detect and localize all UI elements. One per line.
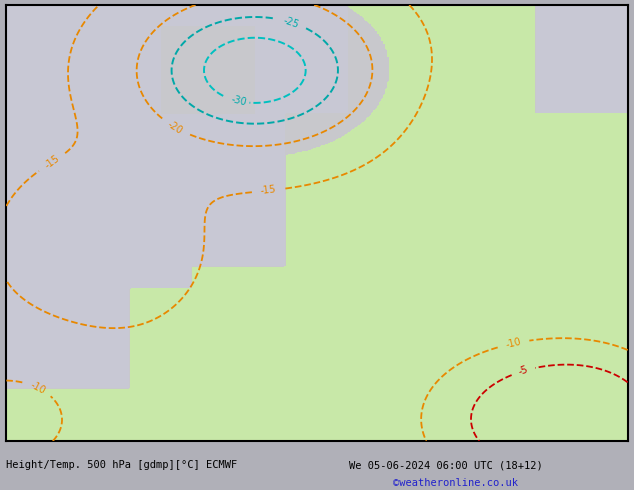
Point	[1, 437, 11, 445]
Text: -15: -15	[42, 153, 61, 171]
Point	[1, 437, 11, 445]
Point	[1, 437, 11, 445]
Point	[1, 437, 11, 445]
Point	[1, 437, 11, 445]
Text: -10: -10	[28, 379, 47, 396]
Point	[1, 437, 11, 445]
Text: -30: -30	[230, 95, 247, 108]
Text: -20: -20	[166, 119, 184, 136]
Text: -15: -15	[260, 185, 276, 196]
Point	[1, 437, 11, 445]
Point	[1, 437, 11, 445]
Text: -25: -25	[282, 15, 301, 29]
Point	[1, 437, 11, 445]
Text: ©weatheronline.co.uk: ©weatheronline.co.uk	[393, 478, 518, 488]
Text: -5: -5	[517, 365, 529, 377]
Text: Height/Temp. 500 hPa [gdmp][°C] ECMWF: Height/Temp. 500 hPa [gdmp][°C] ECMWF	[6, 461, 238, 470]
Text: -10: -10	[505, 337, 522, 350]
Point	[1, 437, 11, 445]
Text: We 05-06-2024 06:00 UTC (18+12): We 05-06-2024 06:00 UTC (18+12)	[349, 461, 543, 470]
